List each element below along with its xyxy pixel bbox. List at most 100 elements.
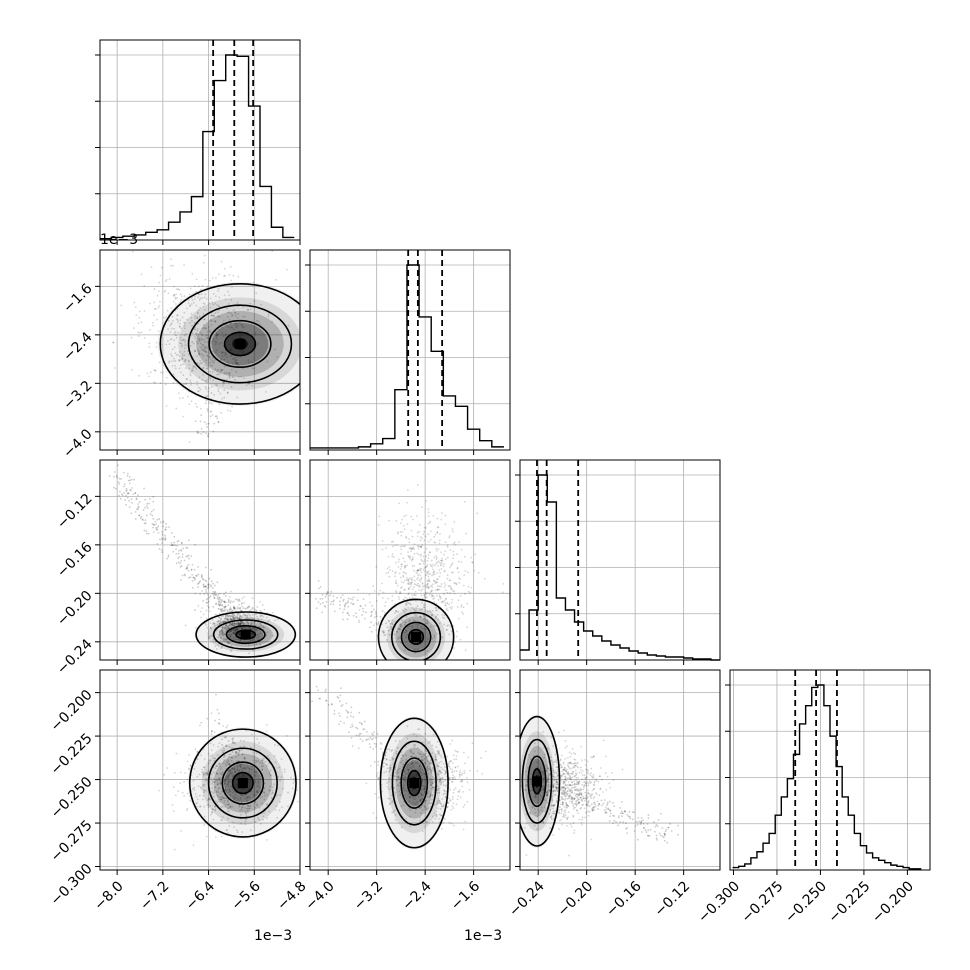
sample-point (271, 791, 274, 794)
sample-point (407, 768, 410, 771)
sample-point (576, 796, 579, 799)
sample-point (156, 518, 159, 521)
sample-point (574, 764, 576, 767)
sample-point (236, 598, 238, 601)
sample-point (551, 799, 554, 802)
sample-point (187, 563, 190, 566)
sample-point (376, 623, 379, 626)
sample-point (219, 792, 222, 795)
sample-point (406, 626, 409, 629)
sample-point (452, 571, 454, 574)
sample-point (577, 798, 580, 801)
sample-point (330, 600, 333, 603)
sample-point (580, 766, 582, 769)
sample-point (253, 617, 255, 620)
sample-point (257, 780, 260, 783)
sample-point (179, 301, 182, 304)
sample-point (418, 753, 421, 756)
sample-point (209, 798, 211, 801)
sample-point (440, 518, 443, 521)
sample-point (165, 526, 168, 529)
sample-point (233, 614, 235, 617)
sample-point (395, 590, 397, 592)
sample-point (439, 596, 441, 598)
sample-point (430, 590, 432, 593)
sample-point (178, 555, 181, 558)
sample-point (355, 734, 358, 737)
sample-point (551, 812, 554, 815)
sample-point (266, 631, 269, 634)
sample-point (206, 354, 209, 357)
sample-point (370, 615, 372, 618)
sample-point (413, 583, 416, 585)
sample-point (564, 770, 567, 772)
sample-point (259, 786, 262, 789)
sample-point (569, 767, 571, 770)
sample-point (444, 773, 446, 776)
sample-point (228, 624, 231, 627)
sample-point (202, 367, 204, 370)
sample-point (330, 590, 333, 593)
sample-point (406, 737, 409, 740)
sample-point (544, 809, 547, 812)
sample-point (130, 489, 132, 492)
sample-point (580, 771, 583, 774)
sample-point (228, 622, 231, 625)
sample-point (573, 775, 576, 777)
sample-point (283, 770, 286, 773)
sample-point (325, 600, 328, 603)
sample-point (567, 804, 569, 807)
sample-point (567, 773, 570, 776)
sample-point (247, 617, 250, 620)
sample-point (444, 795, 447, 798)
sample-point (232, 617, 234, 620)
sample-point (280, 758, 283, 761)
sample-point (401, 563, 403, 566)
sample-point (218, 712, 220, 715)
sample-point (561, 802, 564, 805)
sample-point (433, 535, 436, 538)
sample-point (260, 618, 263, 621)
sample-point (240, 626, 243, 629)
sample-point (229, 633, 232, 636)
sample-point (251, 649, 254, 651)
sample-point (149, 328, 151, 331)
sample-point (239, 809, 241, 812)
sample-point (140, 273, 143, 276)
sample-point (254, 800, 257, 803)
density-p0-p2 (108, 464, 297, 658)
sample-point (200, 414, 203, 417)
sample-point (433, 556, 436, 559)
sample-point (218, 718, 221, 721)
sample-point (436, 800, 439, 803)
sample-point (409, 546, 412, 549)
sample-point (419, 553, 422, 556)
sample-point (415, 808, 417, 811)
sample-point (444, 771, 447, 774)
sample-point (172, 294, 175, 297)
sample-point (199, 420, 202, 423)
sample-point (411, 581, 413, 584)
sample-point (227, 615, 229, 618)
sample-point (173, 357, 176, 360)
sample-point (216, 772, 219, 775)
sample-point (222, 384, 224, 386)
sample-point (203, 349, 205, 352)
sample-point (389, 766, 392, 769)
sample-point (422, 788, 425, 791)
sample-point (456, 567, 459, 569)
sample-point (372, 748, 375, 750)
sample-point (574, 753, 577, 756)
sample-point (291, 787, 294, 790)
sample-point (405, 576, 408, 579)
sample-point (437, 788, 440, 791)
sample-point (227, 372, 230, 375)
sample-point (192, 576, 195, 579)
sample-point (571, 789, 574, 792)
sample-point (318, 697, 321, 700)
sample-point (237, 754, 240, 757)
sample-point (388, 770, 391, 773)
sample-point (470, 556, 473, 559)
sample-point (435, 802, 438, 805)
sample-point (440, 814, 443, 817)
